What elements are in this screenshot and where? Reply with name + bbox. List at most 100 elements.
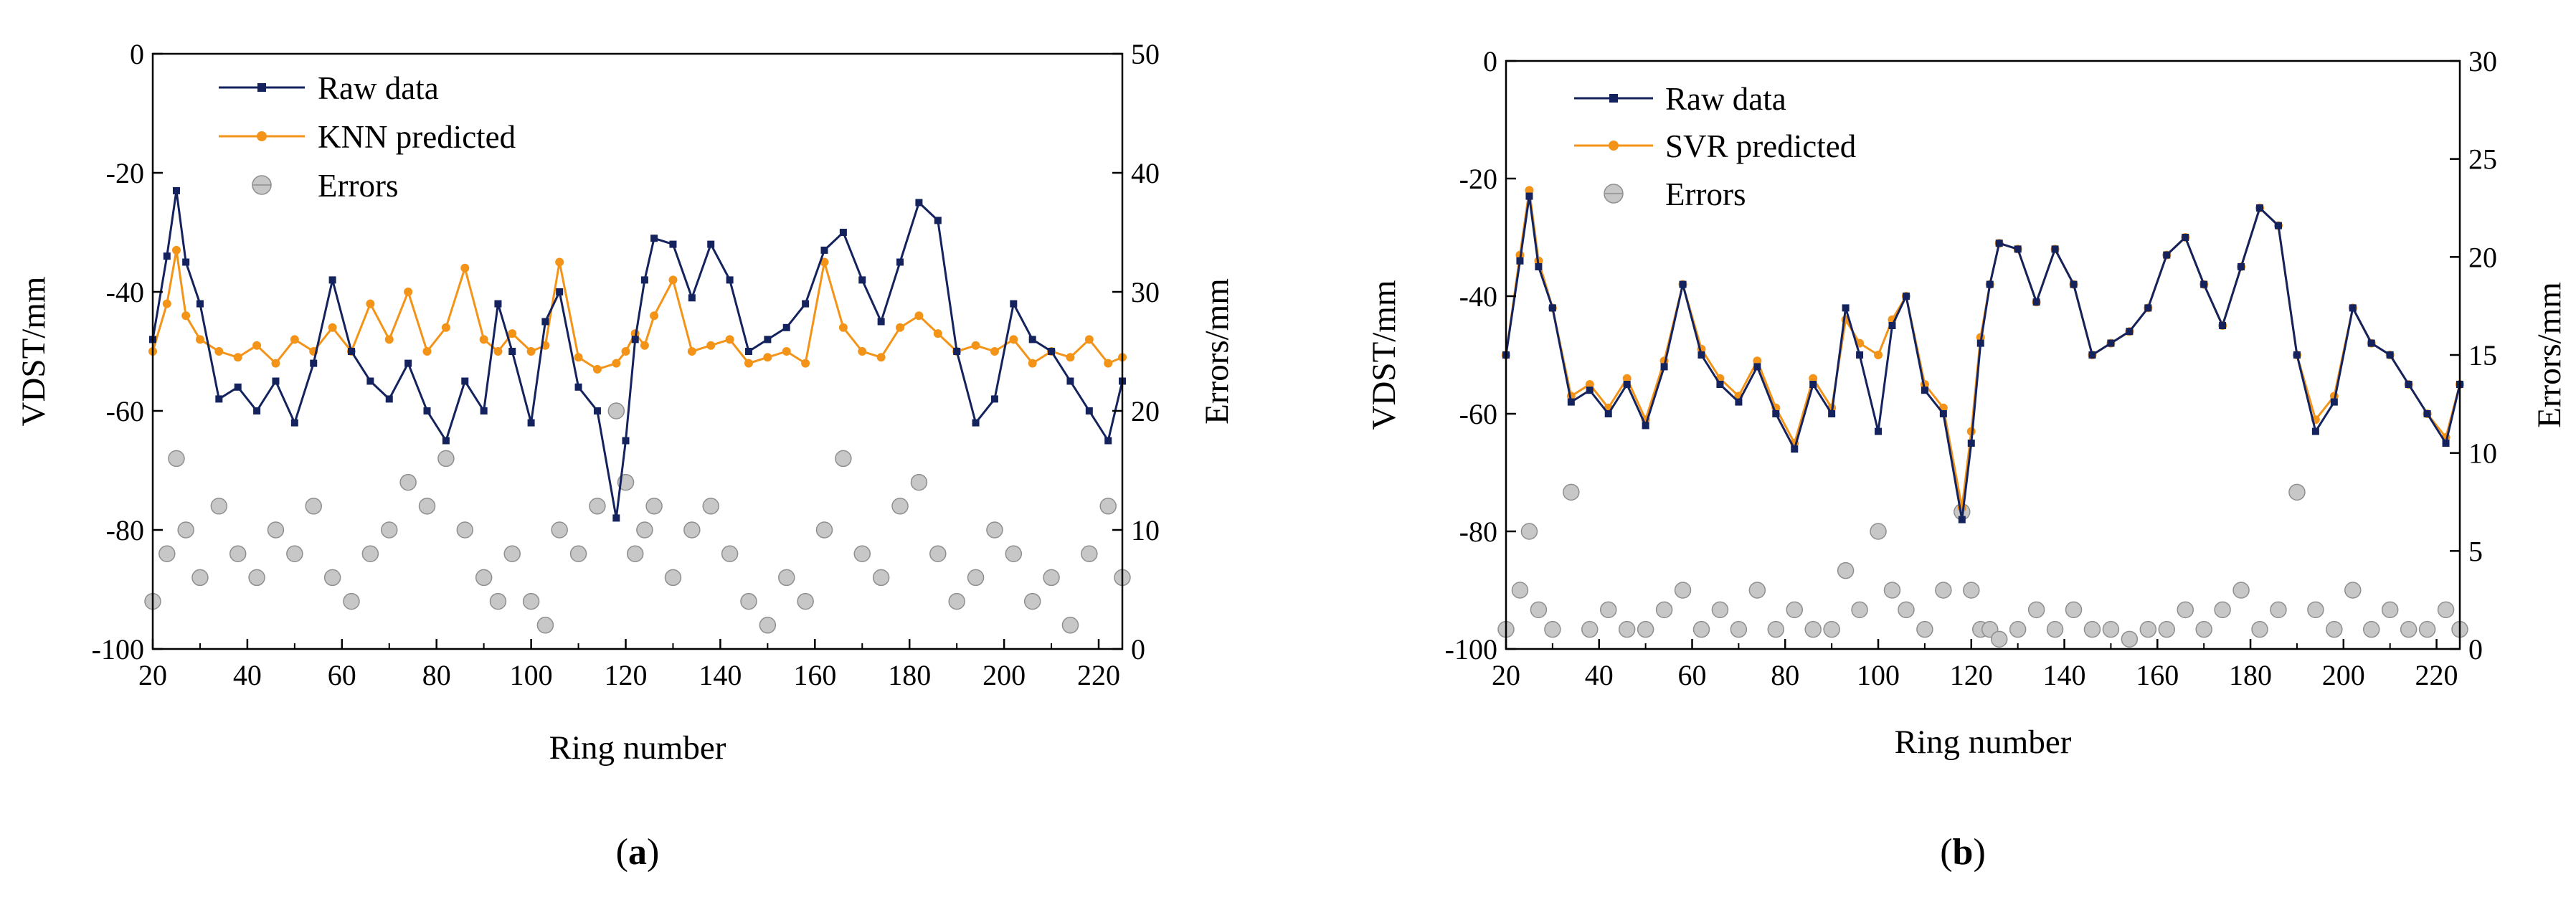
raw-point [1535, 263, 1543, 270]
panel-caption-a: (a) [616, 832, 660, 873]
raw-point [310, 359, 318, 367]
y-tick-label: -100 [1445, 633, 1497, 665]
y-tick-label: -40 [106, 276, 144, 308]
error-point [191, 569, 209, 587]
y2-tick-label: 30 [1131, 276, 1160, 308]
y-tick-label: -80 [106, 514, 144, 546]
error-point [1599, 601, 1617, 619]
error-point [740, 592, 757, 610]
raw-point [2367, 339, 2375, 347]
error-point [1851, 601, 1868, 619]
error-point [2251, 620, 2268, 638]
error-point [910, 473, 928, 491]
error-point [1637, 620, 1654, 638]
error-point [2344, 582, 2362, 599]
raw-point [1828, 410, 1836, 417]
raw-point [461, 377, 469, 385]
raw-point [631, 336, 639, 343]
predicted-point [763, 353, 772, 362]
raw-point [2238, 263, 2245, 270]
predicted-point [744, 359, 753, 368]
predicted-point [990, 347, 999, 356]
raw-point [1028, 336, 1036, 343]
error-point [1674, 582, 1692, 599]
error-point [437, 450, 455, 468]
error-point [503, 545, 521, 562]
error-point [2121, 630, 2139, 648]
predicted-point [171, 245, 181, 255]
predicted-point [1104, 359, 1113, 368]
y2-tick-label: 10 [1131, 514, 1160, 546]
raw-point [1623, 381, 1631, 388]
predicted-point [621, 347, 630, 356]
error-point [2307, 601, 2324, 619]
raw-point [1842, 304, 1850, 312]
raw-point [622, 437, 630, 445]
y-axis-title-b: VDST/mm [1365, 280, 1403, 430]
y2-tick-label: 40 [1131, 157, 1160, 189]
error-point [1655, 601, 1673, 619]
raw-point [1516, 257, 1524, 265]
raw-point [2405, 381, 2412, 388]
error-point [2102, 620, 2120, 638]
predicted-point [592, 364, 602, 374]
raw-point [1104, 437, 1112, 445]
x-tick-labels-a: 20 40 60 80 100 120 140 160 180 200 220 [138, 659, 1120, 691]
raw-point [328, 276, 336, 284]
error-point [683, 521, 701, 539]
predicted-point [1753, 356, 1762, 366]
x-axis-title-a: Ring number [549, 729, 726, 767]
legend-label-predicted: KNN predicted [318, 119, 516, 155]
predicted-point [640, 341, 649, 350]
raw-line [151, 190, 1124, 518]
error-point [2326, 620, 2343, 638]
y-axis-title-a: VDST/mm [15, 277, 52, 427]
raw-point [2349, 304, 2357, 312]
raw-point [234, 383, 242, 391]
raw-point [1888, 322, 1896, 329]
error-point [1870, 523, 1887, 540]
legend-swatch-predicted [219, 131, 305, 141]
error-point [210, 498, 228, 515]
raw-point [1902, 293, 1910, 300]
legend-label-predicted: SVR predicted [1665, 128, 1856, 164]
error-point [536, 617, 554, 634]
y2-axis-title-a: Errors/mm [1198, 278, 1236, 425]
raw-point [541, 318, 549, 326]
x-tick-label: 100 [510, 659, 553, 691]
raw-point [2256, 204, 2264, 212]
raw-point [1548, 304, 1556, 312]
x-tick-label: 40 [233, 659, 262, 691]
error-point [1023, 592, 1041, 610]
x-axis-title-b: Ring number [1895, 724, 2072, 761]
error-point [1043, 569, 1060, 587]
raw-point [990, 395, 998, 403]
error-point [1963, 582, 1980, 599]
predicted-point [668, 275, 678, 285]
raw-point [196, 300, 204, 308]
y2-axis-title-b: Errors/mm [2531, 282, 2568, 428]
raw-point [896, 258, 904, 266]
error-point [948, 592, 965, 610]
predicted-point [687, 347, 696, 356]
error-point [891, 498, 909, 515]
predicted-point [1874, 351, 1883, 359]
predicted-series-b [1502, 186, 2464, 513]
error-point [1748, 582, 1766, 599]
error-point [2158, 620, 2176, 638]
error-point [759, 617, 777, 634]
raw-point [2163, 251, 2171, 259]
raw-point [669, 240, 677, 248]
error-point [1916, 620, 1933, 638]
raw-point [782, 323, 790, 331]
x-tick-label: 160 [2136, 659, 2179, 691]
raw-point [2126, 328, 2134, 336]
error-point [1520, 523, 1538, 540]
raw-point [2442, 440, 2450, 447]
raw-point [1586, 387, 1594, 394]
error-point [1730, 620, 1748, 638]
predicted-point [384, 335, 394, 344]
raw-point [1986, 280, 1994, 288]
raw-point [839, 229, 847, 236]
